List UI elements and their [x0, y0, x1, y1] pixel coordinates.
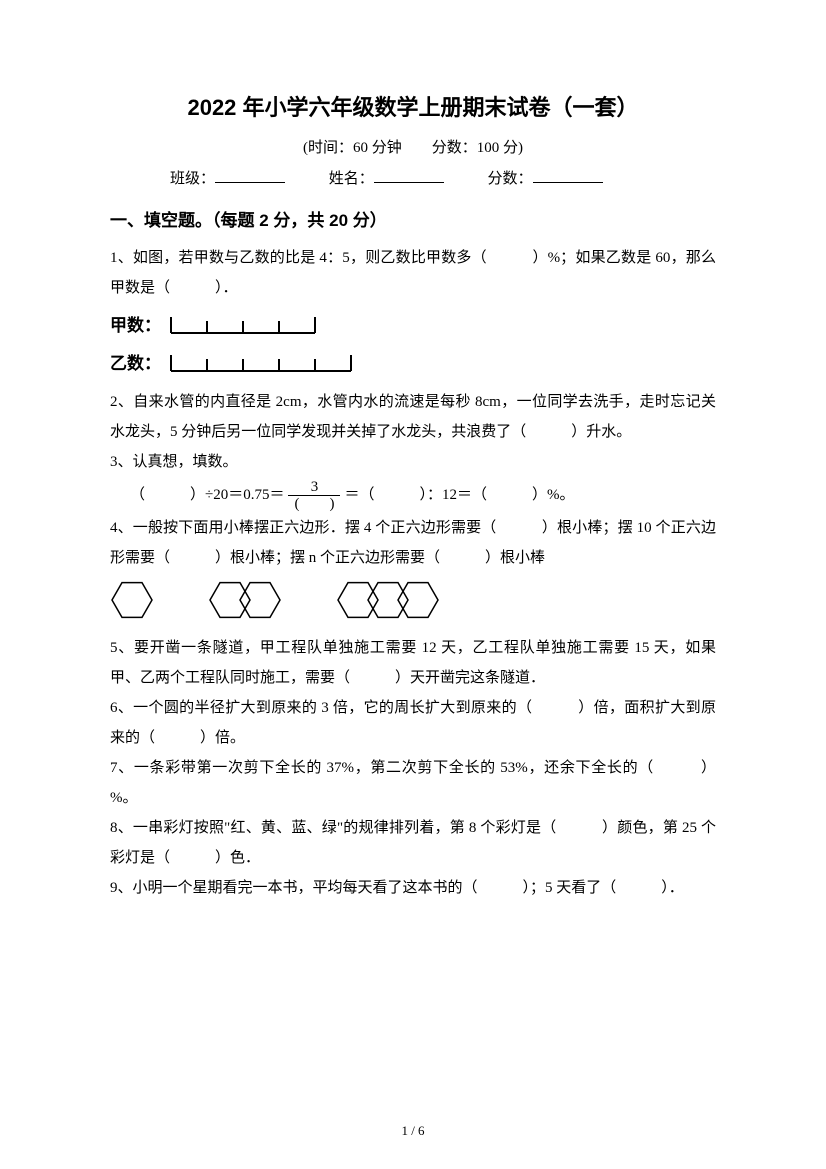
question-7: 7、一条彩带第一次剪下全长的 37%，第二次剪下全长的 53%，还余下全长的（ …: [110, 753, 716, 813]
q3-pre: （ ）÷20＝0.75＝: [130, 487, 284, 503]
q7-text: 7、一条彩带第一次剪下全长的 37%，第二次剪下全长的 53%，还余下全长的（ …: [110, 753, 716, 813]
question-5: 5、要开凿一条隧道，甲工程队单独施工需要 12 天，乙工程队单独施工需要 15 …: [110, 633, 716, 693]
q1-yi-label: 乙数：: [110, 347, 161, 381]
q5-text: 5、要开凿一条隧道，甲工程队单独施工需要 12 天，乙工程队单独施工需要 15 …: [110, 633, 716, 693]
page-subtitle: (时间：60 分钟 分数：100 分): [110, 136, 716, 157]
q6-text: 6、一个圆的半径扩大到原来的 3 倍，它的周长扩大到原来的（ ）倍，面积扩大到原…: [110, 693, 716, 753]
q1-text: 1、如图，若甲数与乙数的比是 4：5，则乙数比甲数多（ ）%；如果乙数是 60，…: [110, 243, 716, 303]
q1-diagram: 甲数： 乙数：: [110, 309, 716, 381]
section-1-heading: 一、填空题。（每题 2 分，共 20 分）: [110, 206, 716, 231]
q3-post: ＝（ ）：12＝（ ）%。: [344, 487, 574, 503]
q2-text: 2、自来水管的内直径是 2cm，水管内水的流速是每秒 8cm，一位同学去洗手，走…: [110, 387, 716, 447]
question-6: 6、一个圆的半径扩大到原来的 3 倍，它的周长扩大到原来的（ ）倍，面积扩大到原…: [110, 693, 716, 753]
hex-svg: [110, 579, 442, 623]
question-3: 3、认真想，填数。 （ ）÷20＝0.75＝3( )＝（ ）：12＝（ ）%。: [110, 447, 716, 513]
ruler-jia-svg: [169, 315, 317, 337]
score-blank[interactable]: [533, 169, 603, 183]
page-number: 1 / 6: [0, 1123, 826, 1139]
q8-text: 8、一串彩灯按照"红、黄、蓝、绿"的规律排列着，第 8 个彩灯是（ ）颜色，第 …: [110, 813, 716, 873]
q1-jia-row: 甲数：: [110, 309, 716, 343]
class-blank[interactable]: [215, 169, 285, 183]
student-info-row: 班级： 姓名： 分数：: [110, 167, 716, 188]
q3-text-a: 3、认真想，填数。: [110, 447, 716, 477]
exam-page: 2022 年小学六年级数学上册期末试卷（一套） (时间：60 分钟 分数：100…: [0, 0, 826, 1169]
question-8: 8、一串彩灯按照"红、黄、蓝、绿"的规律排列着，第 8 个彩灯是（ ）颜色，第 …: [110, 813, 716, 873]
name-blank[interactable]: [374, 169, 444, 183]
q9-text: 9、小明一个星期看完一本书，平均每天看了这本书的（ ）；5 天看了（ ）．: [110, 873, 716, 903]
question-1: 1、如图，若甲数与乙数的比是 4：5，则乙数比甲数多（ ）%；如果乙数是 60，…: [110, 243, 716, 381]
q3-fraction: 3( ): [288, 479, 340, 513]
q3-frac-num: 3: [288, 479, 340, 497]
question-9: 9、小明一个星期看完一本书，平均每天看了这本书的（ ）；5 天看了（ ）．: [110, 873, 716, 903]
q1-yi-row: 乙数：: [110, 347, 716, 381]
ruler-yi-svg: [169, 353, 353, 375]
page-title: 2022 年小学六年级数学上册期末试卷（一套）: [110, 90, 716, 122]
question-4: 4、一般按下面用小棒摆正六边形．摆 4 个正六边形需要（ ）根小棒；摆 10 个…: [110, 513, 716, 623]
question-2: 2、自来水管的内直径是 2cm，水管内水的流速是每秒 8cm，一位同学去洗手，走…: [110, 387, 716, 447]
score-label: 分数：: [488, 171, 533, 187]
q3-frac-den: ( ): [288, 496, 340, 513]
q4-hex-diagram: [110, 579, 716, 623]
class-label: 班级：: [170, 171, 215, 187]
q1-jia-label: 甲数：: [110, 309, 161, 343]
q3-equation: （ ）÷20＝0.75＝3( )＝（ ）：12＝（ ）%。: [110, 477, 716, 513]
q4-text: 4、一般按下面用小棒摆正六边形．摆 4 个正六边形需要（ ）根小棒；摆 10 个…: [110, 513, 716, 573]
name-label: 姓名：: [329, 171, 374, 187]
